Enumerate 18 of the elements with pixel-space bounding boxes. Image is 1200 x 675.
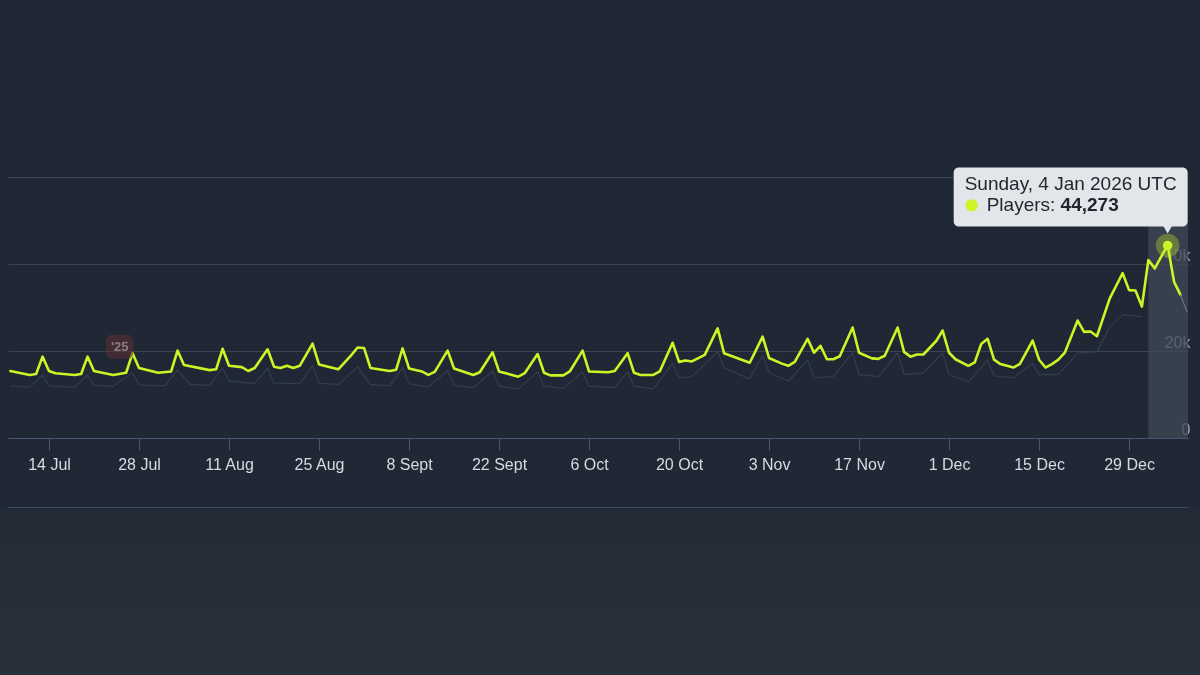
annotation: Sunday, 4 Jan 2026 UTC	[964, 173, 1177, 195]
x-tick-label: 3 Nov	[748, 455, 791, 473]
x-tick-label: 14 Jul	[28, 455, 71, 473]
x-tick-label: 8 Sept	[386, 455, 434, 473]
annotation: 44,273	[1060, 194, 1119, 216]
x-tick-label: 20 Oct	[655, 455, 704, 473]
x-tick-label: 22 Sept	[471, 455, 528, 473]
x-tick-label: 11 Aug	[205, 455, 254, 473]
y-tick-label: 0	[1181, 420, 1191, 438]
x-tick-label: 6 Oct	[570, 455, 610, 473]
x-tick-label: 25 Aug	[294, 455, 345, 473]
annotation: '25	[110, 338, 129, 354]
x-tick-label: 15 Dec	[1014, 455, 1065, 473]
x-tick-label: 17 Nov	[834, 455, 885, 473]
legend-label: Players:	[986, 194, 1056, 216]
x-tick-label: 1 Dec	[928, 455, 971, 473]
x-tick-label: 28 Jul	[118, 455, 161, 473]
x-tick-label: 29 Dec	[1104, 455, 1155, 473]
